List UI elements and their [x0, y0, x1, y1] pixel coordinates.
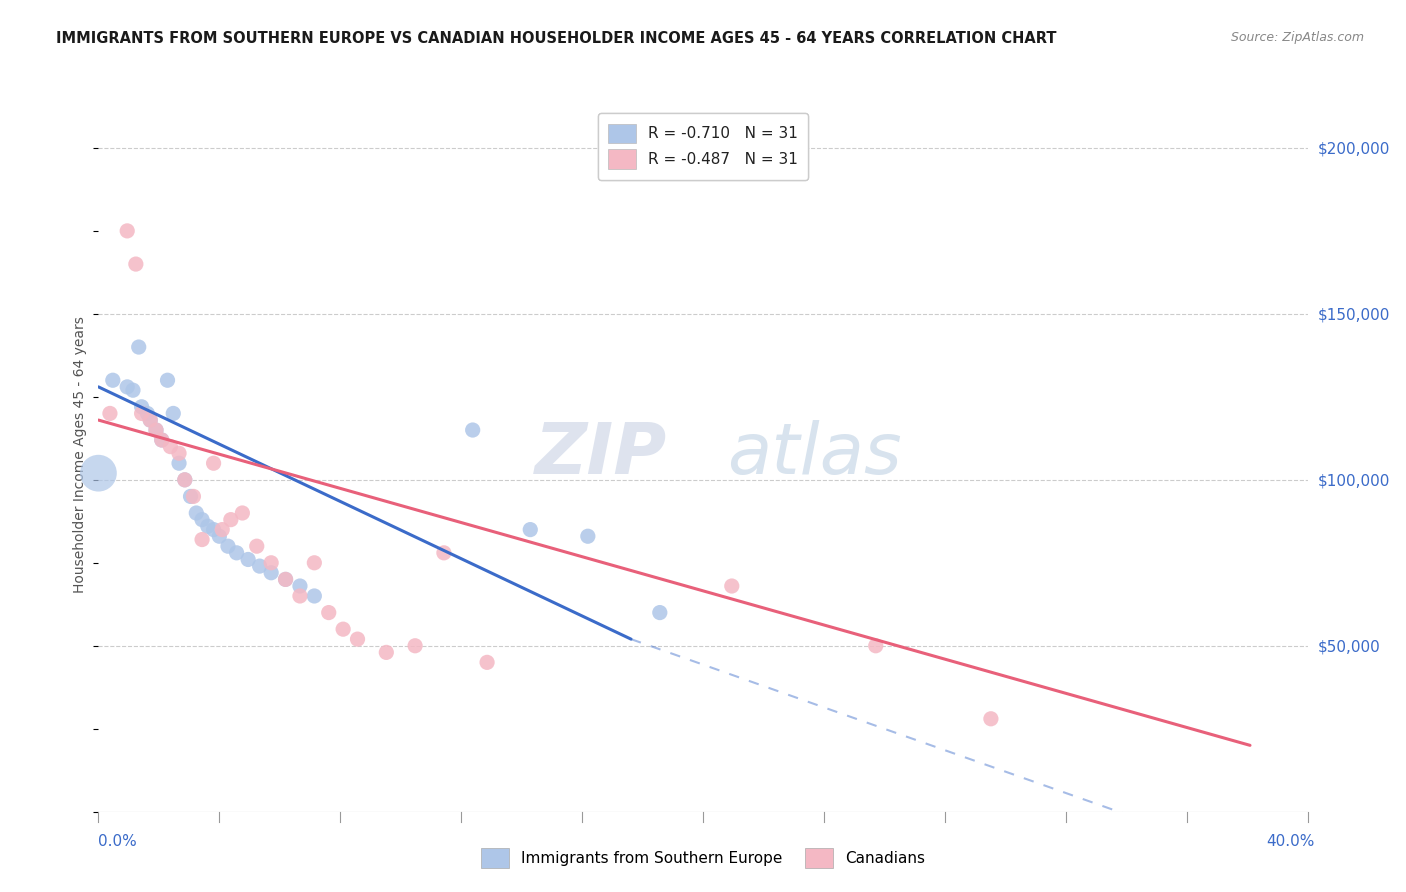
Text: ZIP: ZIP	[534, 420, 666, 490]
Point	[260, 556, 283, 570]
Point	[980, 712, 1002, 726]
Point	[576, 529, 599, 543]
Point	[288, 589, 311, 603]
Text: 40.0%: 40.0%	[1267, 834, 1315, 849]
Point	[304, 589, 326, 603]
Text: IMMIGRANTS FROM SOUTHERN EUROPE VS CANADIAN HOUSEHOLDER INCOME AGES 45 - 64 YEAR: IMMIGRANTS FROM SOUTHERN EUROPE VS CANAD…	[56, 31, 1057, 46]
Point	[145, 423, 167, 437]
Point	[225, 546, 247, 560]
Point	[648, 606, 671, 620]
Point	[217, 539, 239, 553]
Point	[197, 519, 219, 533]
Point	[136, 406, 159, 420]
Point	[173, 473, 195, 487]
Point	[191, 533, 214, 547]
Point	[332, 622, 354, 636]
Point	[145, 423, 167, 437]
Point	[191, 513, 214, 527]
Text: atlas: atlas	[727, 420, 901, 490]
Legend: Immigrants from Southern Europe, Canadians: Immigrants from Southern Europe, Canadia…	[474, 840, 932, 875]
Point	[274, 573, 297, 587]
Point	[246, 539, 269, 553]
Legend: R = -0.710   N = 31, R = -0.487   N = 31: R = -0.710 N = 31, R = -0.487 N = 31	[598, 113, 808, 179]
Point	[115, 224, 138, 238]
Point	[183, 490, 205, 504]
Point	[475, 656, 498, 670]
Point	[346, 632, 368, 647]
Point	[519, 523, 541, 537]
Point	[173, 473, 195, 487]
Y-axis label: Householder Income Ages 45 - 64 years: Householder Income Ages 45 - 64 years	[73, 317, 87, 593]
Point	[167, 456, 190, 470]
Point	[202, 523, 225, 537]
Point	[433, 546, 456, 560]
Point	[375, 645, 398, 659]
Point	[167, 446, 190, 460]
Point	[156, 373, 179, 387]
Point	[865, 639, 887, 653]
Point	[236, 552, 259, 566]
Point	[101, 373, 124, 387]
Point	[304, 556, 326, 570]
Point	[274, 573, 297, 587]
Point	[122, 383, 145, 397]
Point	[128, 340, 150, 354]
Point	[720, 579, 742, 593]
Text: Source: ZipAtlas.com: Source: ZipAtlas.com	[1230, 31, 1364, 45]
Point	[231, 506, 253, 520]
Point	[186, 506, 208, 520]
Point	[260, 566, 283, 580]
Point	[115, 380, 138, 394]
Point	[211, 523, 233, 537]
Point	[150, 433, 173, 447]
Point	[208, 529, 231, 543]
Point	[461, 423, 484, 437]
Point	[202, 456, 225, 470]
Point	[139, 413, 162, 427]
Point	[125, 257, 148, 271]
Point	[180, 490, 202, 504]
Point	[318, 606, 340, 620]
Point	[150, 433, 173, 447]
Point	[131, 406, 153, 420]
Point	[139, 413, 162, 427]
Point	[131, 400, 153, 414]
Point	[219, 513, 242, 527]
Text: 0.0%: 0.0%	[98, 834, 138, 849]
Point	[249, 559, 271, 574]
Point	[404, 639, 426, 653]
Point	[159, 440, 181, 454]
Point	[98, 406, 121, 420]
Point	[87, 466, 110, 480]
Point	[288, 579, 311, 593]
Point	[162, 406, 184, 420]
